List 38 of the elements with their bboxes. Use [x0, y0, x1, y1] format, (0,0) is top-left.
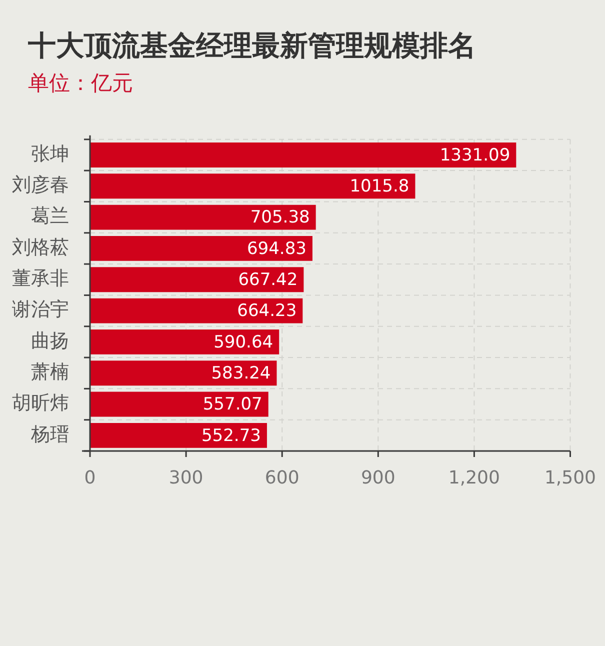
bar — [90, 267, 304, 292]
y-tick-label: 萧楠 — [31, 361, 69, 384]
y-tick-label: 葛兰 — [31, 205, 69, 228]
chart-subtitle: 单位：亿元 — [28, 70, 133, 96]
bar — [90, 174, 416, 199]
data-label: 705.38 — [250, 208, 310, 228]
x-tick-label: 300 — [168, 467, 204, 488]
data-label: 667.42 — [238, 270, 298, 290]
data-label: 552.73 — [201, 426, 261, 446]
data-label: 590.64 — [214, 332, 274, 352]
bar — [90, 360, 277, 386]
y-tick-label: 杨瑨 — [30, 423, 69, 446]
y-tick-label: 董承非 — [12, 268, 69, 290]
data-label: 1331.09 — [440, 145, 510, 166]
y-tick-label: 张坤 — [31, 142, 69, 165]
y-tick-label: 曲扬 — [31, 330, 69, 352]
bar — [90, 392, 268, 417]
data-label: 557.07 — [202, 394, 262, 415]
x-tick-label: 1,500 — [544, 467, 596, 488]
x-tick-label: 900 — [360, 467, 396, 488]
bar — [90, 204, 316, 230]
x-tick-label: 1,200 — [448, 467, 500, 488]
data-label: 583.24 — [211, 364, 271, 384]
bar — [90, 236, 312, 261]
y-tick-label: 刘格菘 — [12, 236, 69, 258]
bar — [90, 298, 303, 324]
bar — [90, 142, 516, 168]
data-label: 1015.8 — [350, 176, 410, 197]
bar — [90, 329, 280, 354]
data-label: 664.23 — [237, 301, 297, 322]
y-tick-label: 胡昕炜 — [12, 392, 69, 414]
x-tick-label: 600 — [264, 467, 300, 488]
y-tick-label: 谢治宇 — [12, 298, 69, 321]
y-tick-label: 刘彦春 — [12, 174, 69, 196]
data-label: 694.83 — [246, 238, 306, 259]
x-tick-label: 0 — [84, 467, 96, 488]
bar — [90, 422, 267, 448]
chart-title: 十大顶流基金经理最新管理规模排名 — [28, 29, 476, 63]
